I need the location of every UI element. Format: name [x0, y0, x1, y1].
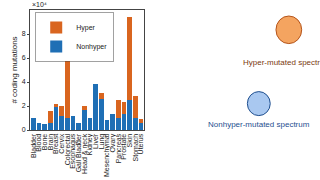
svg-text:Skin: Skin	[126, 134, 133, 148]
svg-text:Hyper: Hyper	[76, 24, 95, 32]
svg-text:4: 4	[22, 78, 26, 85]
svg-text:×10⁴: ×10⁴	[32, 1, 47, 8]
svg-text:0: 0	[22, 126, 26, 133]
svg-text:Stomach: Stomach	[132, 134, 139, 162]
svg-text:Kidney: Kidney	[86, 133, 94, 155]
svg-text:Brain: Brain	[47, 134, 54, 150]
svg-text:Bladder: Bladder	[30, 133, 37, 158]
svg-text:Gall Bladder: Gall Bladder	[75, 133, 82, 172]
svg-text:Hyper-mutated spectrum: Hyper-mutated spectrum	[243, 58, 320, 67]
svg-text:Breast: Breast	[52, 134, 59, 154]
svg-text:Pancreas: Pancreas	[115, 133, 122, 163]
svg-text:Nonhyper: Nonhyper	[76, 43, 107, 51]
svg-text:Colorectal: Colorectal	[64, 133, 71, 165]
svg-text:Mesenchymal: Mesenchymal	[103, 133, 111, 177]
svg-text:Liver: Liver	[92, 133, 99, 149]
svg-text:2: 2	[22, 102, 26, 109]
svg-text:6: 6	[22, 54, 26, 61]
svg-text:Nonhyper-mutated spectrum: Nonhyper-mutated spectrum	[208, 120, 310, 129]
svg-text:Lung: Lung	[98, 134, 106, 150]
svg-text:Esophagus: Esophagus	[69, 133, 77, 169]
svg-text:Prostate: Prostate	[120, 134, 127, 160]
svg-text:8: 8	[22, 30, 26, 37]
svg-text:Head & neck: Head & neck	[81, 133, 88, 174]
svg-text:Blood: Blood	[35, 134, 42, 152]
svg-text:Ovary: Ovary	[109, 133, 117, 152]
svg-text:Uterus: Uterus	[137, 133, 144, 154]
svg-text:Bone: Bone	[41, 134, 48, 150]
svg-text:Cervix: Cervix	[58, 133, 65, 153]
svg-text:# coding mutations: # coding mutations	[10, 36, 19, 103]
